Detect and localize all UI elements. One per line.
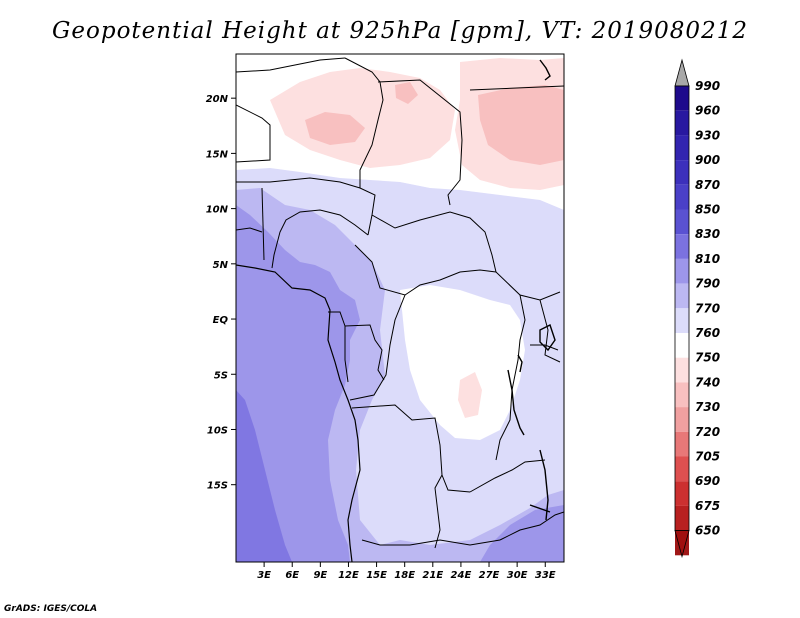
lat-tick-label: 5N — [213, 260, 229, 271]
lon-tick-label: 33E — [535, 570, 556, 581]
colorbar-label: 900 — [695, 153, 720, 167]
colorbar-swatch — [675, 234, 689, 259]
colorbar-label: 830 — [695, 227, 720, 241]
colorbar-frame — [674, 85, 690, 532]
coastline — [236, 264, 361, 562]
colorbar-top-arrow — [674, 58, 690, 87]
colorbar-swatch — [675, 135, 689, 161]
colorbar-label: 850 — [695, 203, 720, 217]
lat-tick-label: EQ — [213, 315, 229, 326]
colorbar-swatch — [675, 431, 689, 457]
colorbar-label: 720 — [695, 425, 720, 439]
colorbar-swatch — [675, 110, 689, 136]
lon-tick-label: 6E — [285, 570, 299, 581]
longitude-axis: 3E 6E 9E 12E 15E 18E 21E 24E 27E 30E 33E — [257, 562, 556, 581]
lon-tick-label: 9E — [313, 570, 327, 581]
colorbar-swatch — [675, 456, 689, 482]
lat-tick-label: 20N — [206, 94, 229, 105]
lon-tick-label: 27E — [479, 570, 500, 581]
colorbar-swatch — [675, 86, 689, 111]
field-810-se — [480, 505, 564, 562]
colorbar-label: 770 — [695, 301, 720, 315]
map-frame — [235, 53, 565, 563]
field-740-n — [395, 82, 418, 104]
lon-tick-label: 24E — [451, 570, 472, 581]
colorbar-swatch — [675, 357, 689, 383]
colorbar-label: 740 — [695, 375, 720, 389]
field-740-nw — [305, 112, 365, 145]
map-title: Geopotential Height at 925hPa [gpm], VT:… — [52, 18, 748, 44]
colorbar-swatch — [675, 209, 689, 235]
field-810 — [236, 205, 360, 562]
lat-tick-label: 5S — [214, 370, 228, 381]
country-borders — [236, 57, 564, 549]
software-credit: GrADS: IGES/COLA — [4, 604, 98, 614]
colorbar-swatch — [675, 505, 689, 531]
field-760-central — [400, 285, 525, 440]
colorbar-label: 750 — [695, 351, 720, 365]
colorbar-label: 675 — [695, 499, 720, 513]
colorbar-swatch — [675, 308, 689, 333]
colorbar-swatch — [675, 333, 689, 358]
map-panel — [236, 54, 564, 562]
colorbar-label: 930 — [695, 128, 720, 142]
lat-tick-label: 10S — [207, 425, 228, 436]
colorbar: 990 960 930 900 870 850 830 810 790 770 760 750 740 7… — [674, 58, 720, 559]
colorbar-swatch — [675, 481, 689, 506]
lon-tick-label: 12E — [338, 570, 359, 581]
lat-tick-label: 10N — [206, 205, 229, 216]
colorbar-swatch — [675, 160, 689, 185]
colorbar-swatch — [675, 258, 689, 284]
field-750-central — [458, 372, 482, 418]
latitude-axis: 20N 15N 10N 5N EQ 5S 10S 15S — [206, 94, 236, 492]
colorbar-label: 760 — [695, 326, 720, 340]
colorbar-label: 730 — [695, 400, 720, 414]
colorbar-label: 650 — [695, 524, 720, 538]
colorbar-label: 705 — [695, 450, 720, 464]
lat-tick-label: 15N — [206, 149, 229, 160]
colorbar-label: 870 — [695, 178, 720, 192]
colorbar-label: 810 — [695, 252, 720, 266]
lon-tick-label: 15E — [366, 570, 387, 581]
colorbar-label: 790 — [695, 277, 720, 291]
colorbar-swatch — [675, 283, 689, 309]
lon-tick-label: 30E — [507, 570, 528, 581]
lakes — [507, 59, 556, 521]
colorbar-swatch — [675, 382, 689, 408]
field-830 — [236, 390, 292, 562]
lon-tick-label: 18E — [394, 570, 415, 581]
colorbar-swatch — [675, 184, 689, 210]
lon-tick-label: 3E — [257, 570, 271, 581]
colorbar-label: 990 — [695, 79, 720, 93]
colorbar-label: 690 — [695, 474, 720, 488]
lat-tick-label: 15S — [207, 481, 228, 492]
lon-tick-label: 21E — [422, 570, 443, 581]
colorbar-swatch — [675, 407, 689, 432]
colorbar-label: 960 — [695, 104, 720, 118]
field-740-ne — [478, 85, 564, 165]
